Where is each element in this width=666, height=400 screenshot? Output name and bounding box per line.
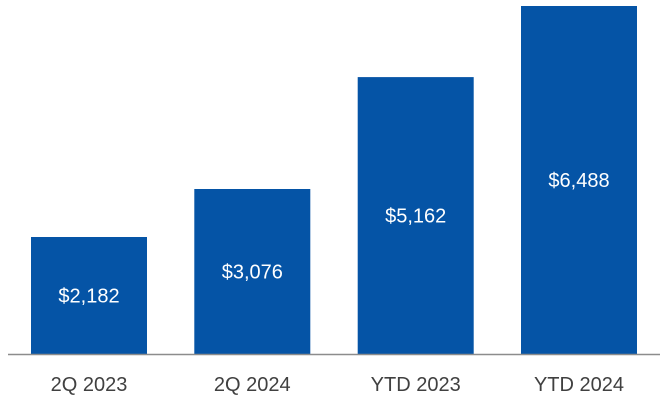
x-tick-label-1: 2Q 2024 xyxy=(214,374,291,396)
bars-group: $2,182 $3,076 $5,162 $6,488 xyxy=(31,6,637,354)
x-tick-labels-group: 2Q 2023 2Q 2024 YTD 2023 YTD 2024 xyxy=(51,374,624,396)
bar-value-label-1: $3,076 xyxy=(222,262,283,284)
bar-3 xyxy=(521,6,637,354)
bar-0 xyxy=(31,237,147,354)
x-tick-label-0: 2Q 2023 xyxy=(51,374,128,396)
bar-2 xyxy=(357,77,474,354)
bar-value-label-0: $2,182 xyxy=(58,286,119,308)
x-tick-label-2: YTD 2023 xyxy=(371,374,461,396)
bar-1 xyxy=(194,189,311,354)
x-tick-label-3: YTD 2024 xyxy=(534,374,624,396)
bar-value-label-2: $5,162 xyxy=(385,206,446,228)
bar-value-label-3: $6,488 xyxy=(548,170,609,192)
